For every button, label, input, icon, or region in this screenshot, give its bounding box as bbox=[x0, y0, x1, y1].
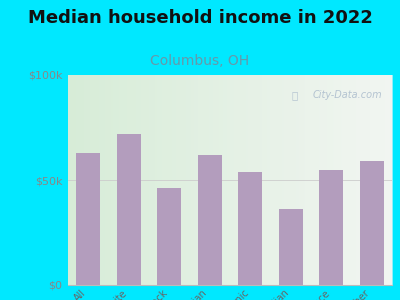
Bar bbox=[117, 134, 141, 285]
Bar bbox=[198, 155, 222, 285]
Bar bbox=[157, 188, 182, 285]
Text: Median household income in 2022: Median household income in 2022 bbox=[28, 9, 372, 27]
Bar bbox=[238, 172, 262, 285]
Bar bbox=[76, 153, 100, 285]
Text: Columbus, OH: Columbus, OH bbox=[150, 54, 250, 68]
Text: ⓘ: ⓘ bbox=[292, 90, 298, 100]
Text: City-Data.com: City-Data.com bbox=[313, 90, 382, 100]
Bar bbox=[279, 209, 303, 285]
Bar bbox=[360, 161, 384, 285]
Bar bbox=[319, 169, 344, 285]
